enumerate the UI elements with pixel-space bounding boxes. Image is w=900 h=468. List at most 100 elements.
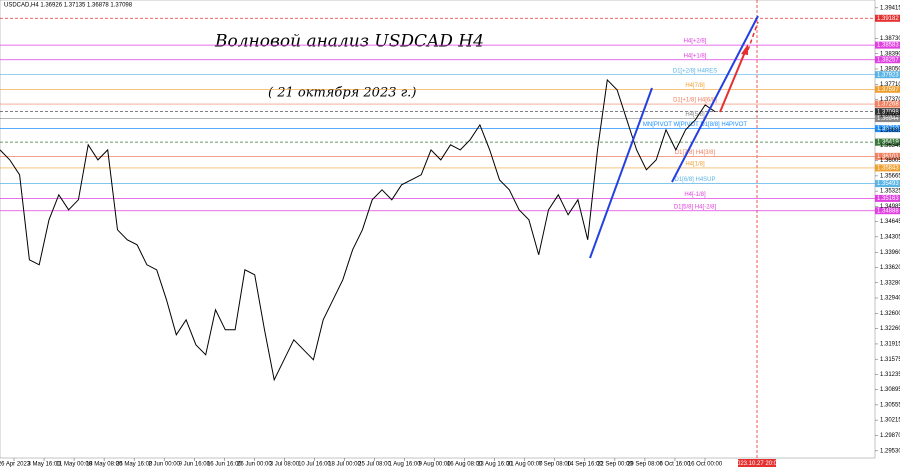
y-tick-label: 1.39415 <box>880 5 900 11</box>
level-label: MN[PIVOT W[PIVOT D1[8/8] H4PIVOT <box>643 122 747 128</box>
level-box <box>875 85 900 93</box>
y-tick-label: 1.34645 <box>880 219 900 225</box>
level-label: D1[6/8] H4SUP <box>674 177 715 183</box>
chart-subtitle: ( 21 октября 2023 г.) <box>268 86 416 101</box>
level-value: 1.37268 <box>877 102 899 108</box>
level-box <box>875 71 900 79</box>
y-tick-label: 1.38390 <box>880 51 900 57</box>
chart-title: Волновой анализ USDCAD H4 <box>214 32 484 52</box>
y-tick-label: 1.31915 <box>880 342 900 348</box>
level-value: 1.36419 <box>877 140 899 146</box>
plot-area <box>0 0 876 459</box>
y-tick-label: 1.31235 <box>880 372 900 378</box>
x-tick-label: 1 Aug 16:00 <box>389 462 422 468</box>
levels: 1.39182 H4[+2/8] 1.38583 H4[+1/8] 1.38257 D1[… <box>0 14 900 215</box>
x-tick-label: 31 Aug 00:00 <box>507 462 543 468</box>
y-tick-label: 1.34305 <box>880 234 900 240</box>
level-value: 1.36719 <box>877 126 899 132</box>
x-tick-label: 9 Aug 00:00 <box>419 462 452 468</box>
y-tick-label: 1.30215 <box>880 418 900 424</box>
x-tick-label: 16 Oct 00:00 <box>688 462 723 468</box>
level-box <box>875 138 900 146</box>
x-tick-label: 23 Aug 16:00 <box>477 462 513 468</box>
y-tick-label: 1.35325 <box>880 189 900 195</box>
level-label: H4[+1/8] <box>684 53 707 59</box>
y-tick-label: 1.33280 <box>880 280 900 286</box>
x-tick-label: 14 Sep 16:00 <box>567 462 603 468</box>
level-value: 1.38257 <box>877 57 899 63</box>
price-line <box>0 78 716 382</box>
channel-line <box>589 87 653 259</box>
level-box <box>875 41 900 49</box>
x-tick-label: 11 May 00:00 <box>56 462 93 468</box>
level-value: 1.37923 <box>877 72 899 78</box>
x-tick-label: 2 Jun 00:00 <box>149 462 181 468</box>
level-box <box>875 194 900 202</box>
arrow-dashed <box>747 21 759 51</box>
y-tick-label: 1.32940 <box>880 296 900 302</box>
level-value: 1.37597 <box>877 87 899 93</box>
level-label: D1[7/8] H4[3/8] <box>675 150 716 156</box>
y-tick-label: 1.29530 <box>880 448 900 454</box>
x-tick-label: 3 May 16:00 <box>28 462 62 468</box>
level-label: H4[7/8] <box>685 83 705 89</box>
level-label: H4[-1/8] <box>684 192 706 198</box>
level-box <box>875 100 900 108</box>
y-tick-label: 1.29870 <box>880 433 900 439</box>
level-value: 1.38583 <box>877 43 899 49</box>
level-value: 1.35493 <box>877 181 899 187</box>
level-value: 1.39182 <box>877 16 899 22</box>
x-tick-label: 25 Jul 08:00 <box>358 462 391 468</box>
level-value: 1.36101 <box>877 154 899 160</box>
x-tick-label: 25 May 16:00 <box>116 462 153 468</box>
y-tick-label: 1.30895 <box>880 387 900 393</box>
y-tick-label: 1.36345 <box>880 143 900 149</box>
level-box <box>875 115 900 123</box>
x-tick-label: 6 Oct 16:00 <box>659 462 691 468</box>
y-tick-label: 1.33960 <box>880 250 900 256</box>
y-tick-label: 1.32260 <box>880 326 900 332</box>
price <box>0 78 716 382</box>
x-tick-label: 7 Sep 08:00 <box>539 462 572 468</box>
arrow <box>719 51 746 113</box>
level-box <box>875 108 900 116</box>
y-tick-label: 1.37370 <box>880 97 900 103</box>
x-tick-label: 10 Jul 16:00 <box>298 462 331 468</box>
cursor-time: 2023.10.27 20:00 <box>734 461 781 467</box>
level-value: 1.37098 <box>877 109 899 115</box>
y-tick-label: 1.34985 <box>880 204 900 210</box>
x-tick-label: 26 Jun 00:00 <box>237 462 272 468</box>
level-label: D1[5/8] H4[-2/8] <box>674 204 717 210</box>
y-tick-label: 1.31575 <box>880 357 900 363</box>
y-tick-label: 1.38730 <box>880 36 900 42</box>
x-tick-label: 16 Jun 16:00 <box>207 462 242 468</box>
level-value: 1.35843 <box>877 165 899 171</box>
x-tick-label: 22 Sep 00:00 <box>597 462 633 468</box>
level-value: 1.36944 <box>877 116 899 122</box>
level-box <box>875 14 900 22</box>
level-box <box>875 180 900 188</box>
level-box <box>875 152 900 160</box>
level-value: 1.35163 <box>877 196 899 202</box>
y-tick-label: 1.30555 <box>880 402 900 408</box>
x-tick-label: 29 Sep 08:00 <box>627 462 663 468</box>
y-tick-label: 1.35665 <box>880 173 900 179</box>
y-tick-label: 1.33620 <box>880 265 900 271</box>
y-tick-label: 1.38050 <box>880 67 900 73</box>
level-box <box>875 164 900 172</box>
level-label: D1[+1/8] H4[6/8] <box>673 98 717 104</box>
level-box <box>875 125 900 133</box>
x-tick-label: 18 Jul 00:00 <box>328 462 361 468</box>
x-tick-label: 26 Apr 2023 <box>0 462 31 468</box>
cursor-box <box>738 459 776 467</box>
level-label: H4[+2/8] <box>684 39 707 45</box>
level-box <box>875 207 900 215</box>
y-tick-label: 1.36685 <box>880 128 900 134</box>
y-tick-label: 1.37025 <box>880 113 900 119</box>
x-tick-label: 3 Jul 08:00 <box>270 462 300 468</box>
y-tick-label: 1.36005 <box>880 158 900 164</box>
x-tick-label: 9 Jun 16:00 <box>179 462 211 468</box>
y-tick-label: 1.37710 <box>880 82 900 88</box>
level-value: 1.34888 <box>877 208 899 214</box>
